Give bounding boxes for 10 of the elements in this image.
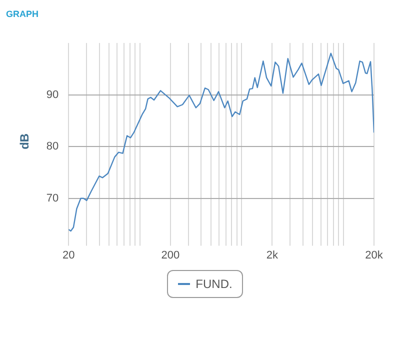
x-tick-label: 200 — [161, 249, 180, 262]
y-tick-label: 80 — [46, 140, 59, 153]
x-tick-label: 20 — [62, 249, 75, 262]
y-tick-label: 90 — [46, 88, 59, 101]
legend-label: FUND. — [196, 277, 232, 291]
x-tick-label: 20k — [365, 249, 384, 262]
x-tick-label: 2k — [266, 249, 279, 262]
y-axis-title: dB — [18, 133, 32, 150]
y-tick-label: 70 — [46, 192, 59, 204]
chart-title: GRAPH — [6, 9, 39, 19]
